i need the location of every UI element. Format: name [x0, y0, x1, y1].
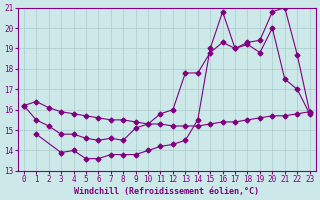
- X-axis label: Windchill (Refroidissement éolien,°C): Windchill (Refroidissement éolien,°C): [74, 187, 259, 196]
